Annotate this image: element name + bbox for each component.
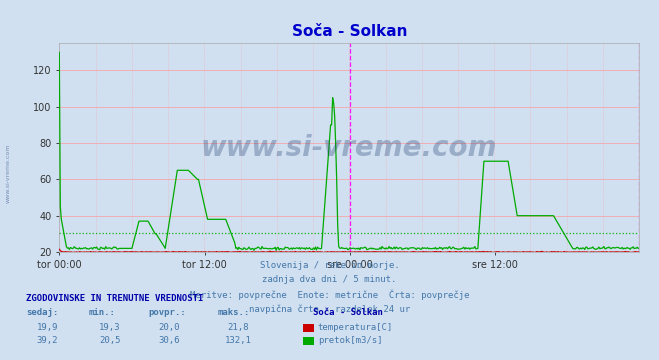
Text: povpr.:: povpr.: bbox=[148, 308, 186, 317]
Text: navpična črta - razdelek 24 ur: navpična črta - razdelek 24 ur bbox=[249, 304, 410, 314]
Text: Soča - Solkan: Soča - Solkan bbox=[313, 308, 383, 317]
Text: 20,5: 20,5 bbox=[100, 336, 121, 345]
Text: temperatura[C]: temperatura[C] bbox=[318, 323, 393, 332]
Text: Slovenija / reke in morje.: Slovenija / reke in morje. bbox=[260, 261, 399, 270]
Text: www.si-vreme.com: www.si-vreme.com bbox=[201, 134, 498, 162]
Text: min.:: min.: bbox=[89, 308, 116, 317]
Title: Soča - Solkan: Soča - Solkan bbox=[291, 24, 407, 39]
Text: Meritve: povprečne  Enote: metrične  Črta: povprečje: Meritve: povprečne Enote: metrične Črta:… bbox=[190, 290, 469, 300]
Text: 20,0: 20,0 bbox=[159, 323, 180, 332]
Text: zadnja dva dni / 5 minut.: zadnja dva dni / 5 minut. bbox=[262, 275, 397, 284]
Text: maks.:: maks.: bbox=[217, 308, 250, 317]
Text: 39,2: 39,2 bbox=[37, 336, 58, 345]
Text: 19,9: 19,9 bbox=[37, 323, 58, 332]
Text: www.si-vreme.com: www.si-vreme.com bbox=[5, 143, 11, 203]
Text: 30,6: 30,6 bbox=[159, 336, 180, 345]
Text: 21,8: 21,8 bbox=[228, 323, 249, 332]
Text: ZGODOVINSKE IN TRENUTNE VREDNOSTI: ZGODOVINSKE IN TRENUTNE VREDNOSTI bbox=[26, 294, 204, 303]
Text: 132,1: 132,1 bbox=[225, 336, 252, 345]
Text: 19,3: 19,3 bbox=[100, 323, 121, 332]
Text: pretok[m3/s]: pretok[m3/s] bbox=[318, 336, 382, 345]
Text: sedaj:: sedaj: bbox=[26, 308, 59, 317]
